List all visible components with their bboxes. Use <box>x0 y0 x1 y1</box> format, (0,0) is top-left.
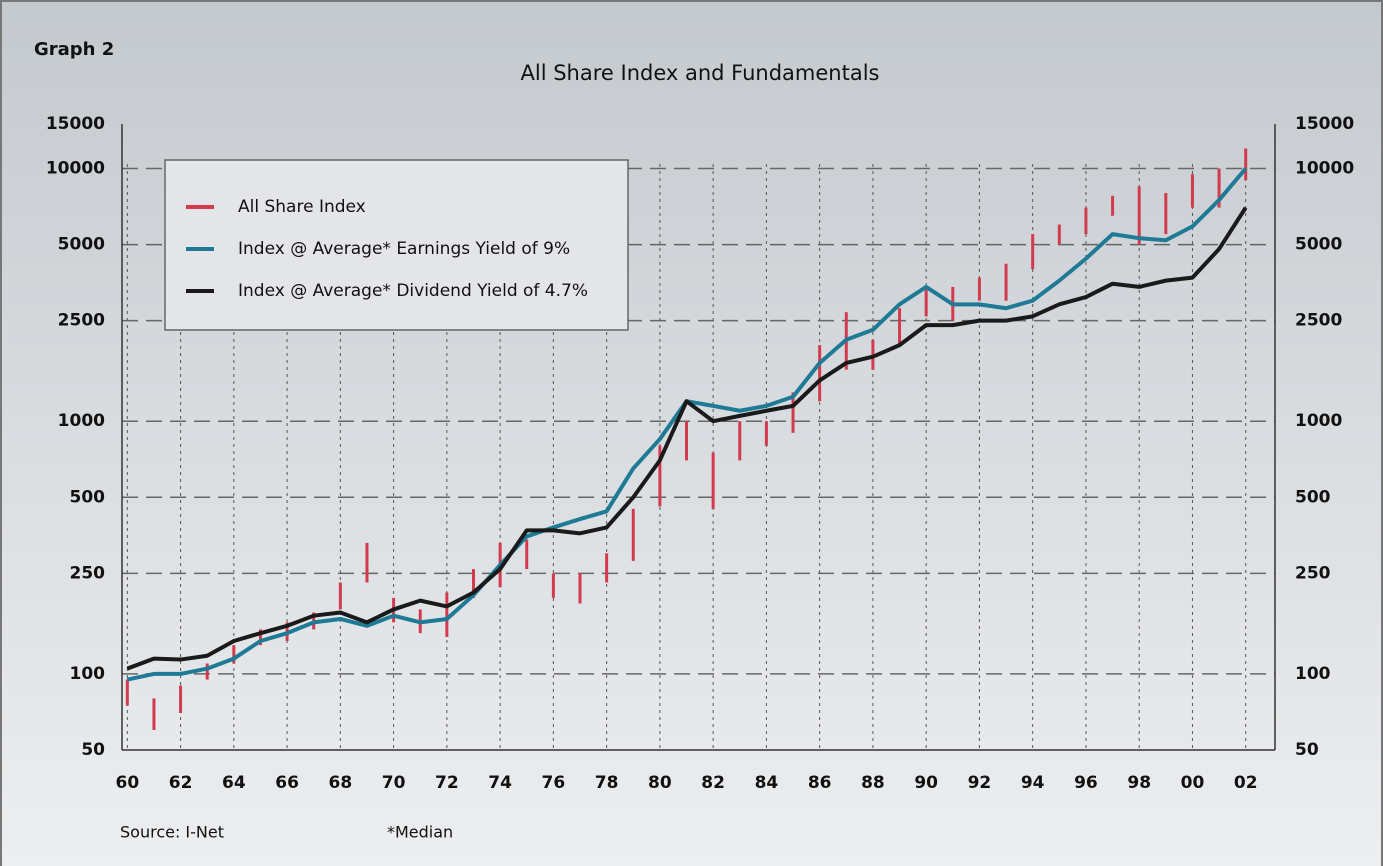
x-tick-label: 98 <box>1127 773 1151 793</box>
y2-tick-label: 2500 <box>1295 311 1342 331</box>
x-tick-label: 74 <box>488 773 512 793</box>
y-tick-label: 5000 <box>58 235 105 255</box>
y-tick-label: 100 <box>70 664 106 684</box>
x-tick-label: 86 <box>808 773 832 793</box>
x-tick-label: 78 <box>595 773 619 793</box>
x-tick-label: 96 <box>1074 773 1098 793</box>
header: Graph 2 <box>34 39 114 60</box>
x-tick-label: 60 <box>115 773 139 793</box>
y2-tick-label: 50 <box>1295 740 1319 760</box>
y2-tick-label: 5000 <box>1295 235 1342 255</box>
y-tick-label: 50 <box>81 740 105 760</box>
y-tick-label: 15000 <box>46 114 105 134</box>
x-tick-label: 68 <box>329 773 353 793</box>
x-tick-label: 66 <box>275 773 299 793</box>
x-tick-label: 88 <box>861 773 885 793</box>
legend-label: Index @ Average* Dividend Yield of 4.7% <box>238 281 588 301</box>
y-tick-label: 1000 <box>58 411 105 431</box>
y-tick-label: 2500 <box>58 311 105 331</box>
legend-box <box>164 159 629 331</box>
y2-tick-label: 10000 <box>1295 159 1354 179</box>
x-tick-label: 84 <box>755 773 779 793</box>
x-tick-label: 62 <box>169 773 193 793</box>
y2-tick-label: 15000 <box>1295 114 1354 134</box>
y-tick-label: 500 <box>70 487 106 507</box>
x-tick-label: 02 <box>1234 773 1258 793</box>
chart-title: All Share Index and Fundamentals <box>521 61 880 85</box>
x-tick-label: 72 <box>435 773 459 793</box>
x-tick-label: 64 <box>222 773 246 793</box>
y2-tick-label: 100 <box>1295 664 1331 684</box>
series-line <box>126 206 1248 671</box>
legend-label: All Share Index <box>238 197 366 217</box>
x-tick-label: 92 <box>968 773 992 793</box>
x-tick-label: 90 <box>914 773 938 793</box>
x-tick-label: 76 <box>542 773 566 793</box>
note: *Median <box>387 823 453 842</box>
source: Source: I-Net <box>120 823 224 842</box>
y2-tick-label: 500 <box>1295 487 1331 507</box>
y2-tick-label: 1000 <box>1295 411 1342 431</box>
legend-label: Index @ Average* Earnings Yield of 9% <box>238 239 570 259</box>
y2-tick-label: 250 <box>1295 563 1331 583</box>
x-tick-label: 70 <box>382 773 406 793</box>
x-tick-label: 80 <box>648 773 672 793</box>
x-tick-label: 00 <box>1181 773 1205 793</box>
x-tick-label: 82 <box>701 773 725 793</box>
y-tick-label: 250 <box>70 563 106 583</box>
x-tick-label: 94 <box>1021 773 1045 793</box>
y-tick-label: 10000 <box>46 159 105 179</box>
